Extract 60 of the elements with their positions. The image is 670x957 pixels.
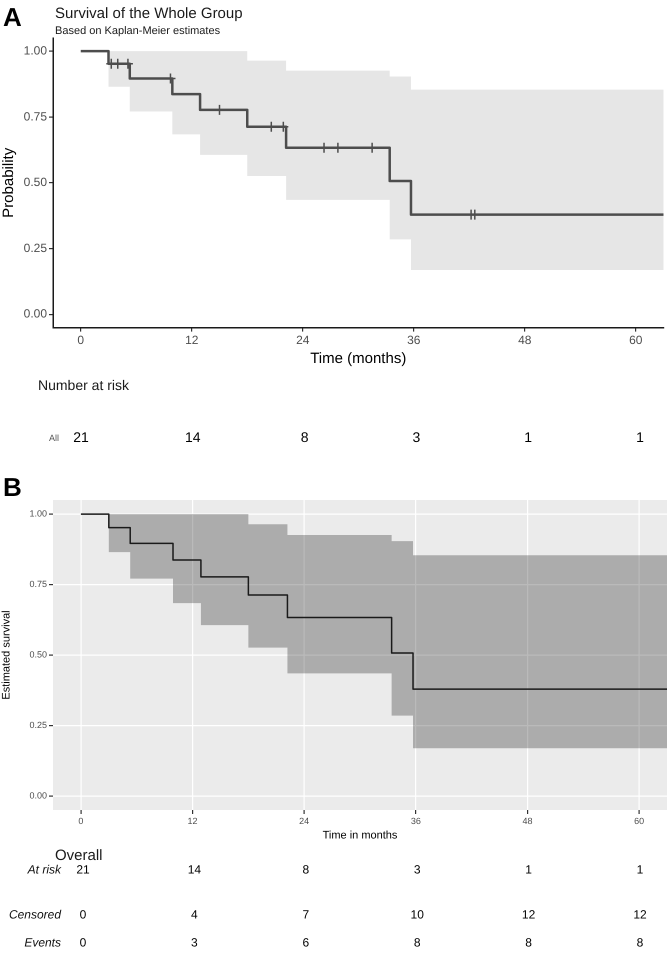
text: Events	[24, 936, 61, 950]
data-label: 0	[80, 908, 87, 922]
text: At risk	[26, 862, 62, 877]
y-axis-title: Probability	[0, 147, 18, 218]
y-tick-label: 0.00	[24, 306, 48, 321]
x-tick-label: 48	[522, 816, 532, 826]
x-tick-label: 48	[518, 333, 532, 348]
y-tick-label: 0.75	[29, 579, 47, 590]
text: B	[3, 472, 22, 502]
data-label: 7	[302, 908, 310, 922]
data-label: 8	[525, 936, 532, 950]
x-tick-label: 12	[185, 333, 199, 348]
data-label: 6	[302, 936, 310, 950]
chart-title: Survival of the Whole Group	[55, 5, 243, 22]
y-tick-label: 0.50	[29, 649, 47, 660]
y-tick-label: 0.75	[24, 109, 48, 124]
data-label: 21	[76, 862, 90, 877]
x-tick-label: 24	[299, 816, 310, 826]
x-axis-title: Time in months	[322, 829, 398, 842]
data-label: 1	[636, 429, 644, 446]
x-axis-title: Time (months)	[310, 350, 406, 368]
data-label: 12	[522, 908, 536, 922]
data-label: 1	[525, 862, 532, 877]
data-label: 3	[414, 862, 421, 877]
data-label: 21	[73, 429, 89, 446]
x-tick-label: 0	[77, 333, 84, 348]
x-tick-label: 60	[634, 816, 644, 826]
x-tick-label: 12	[188, 816, 198, 826]
data-label: 10	[410, 908, 424, 922]
text: All	[48, 432, 59, 443]
chart-subtitle: Based on Kaplan-Meier estimates	[55, 25, 221, 37]
text: Censored	[8, 908, 62, 922]
text: Number at risk	[38, 377, 130, 393]
y-axis-title: Estimated survival	[0, 610, 13, 700]
y-tick-label: 0.25	[29, 720, 47, 730]
data-label: 8	[300, 429, 309, 446]
x-tick-label: 36	[407, 333, 421, 348]
y-tick-label: 0.25	[24, 240, 48, 255]
data-label: 1	[636, 862, 644, 877]
text: A	[3, 2, 22, 32]
data-label: 8	[302, 862, 310, 877]
data-label: 4	[191, 908, 198, 922]
data-label: 14	[188, 862, 202, 877]
data-label: 0	[80, 936, 87, 950]
data-label: 3	[412, 429, 420, 446]
y-tick-label: 0.00	[29, 790, 47, 800]
y-tick-label: 1.00	[29, 508, 47, 519]
y-tick-label: 0.50	[24, 175, 48, 190]
data-label: 8	[414, 936, 421, 950]
x-tick-label: 24	[296, 333, 310, 348]
x-tick-label: 0	[78, 816, 84, 826]
data-label: 12	[633, 908, 647, 922]
data-label: 3	[191, 936, 198, 950]
x-tick-label: 60	[629, 333, 643, 348]
text: Overall	[55, 847, 103, 864]
data-label: 1	[524, 429, 532, 446]
y-tick-label: 1.00	[24, 43, 48, 58]
x-tick-label: 36	[410, 816, 421, 826]
data-label: 8	[636, 936, 644, 950]
data-label: 14	[185, 429, 201, 446]
